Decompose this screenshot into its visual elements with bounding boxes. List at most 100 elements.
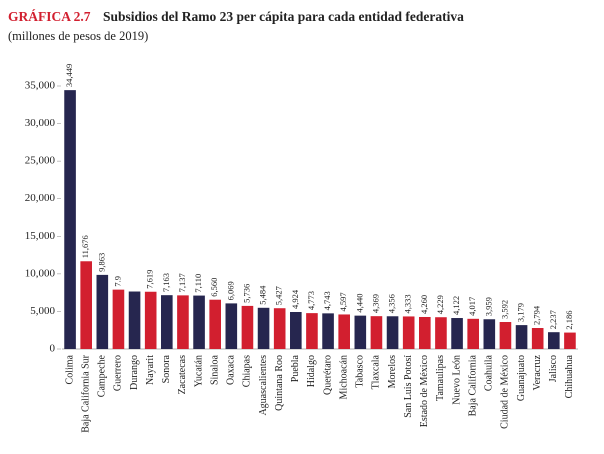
x-tick-label: San Luis Potosí (403, 355, 414, 418)
x-tick-label: Estado de México (419, 355, 430, 427)
bar (370, 316, 383, 349)
x-tick-label: Baja California Sur (80, 354, 91, 432)
x-tick-label: Puebla (290, 354, 301, 382)
value-label: 11,676 (80, 235, 90, 258)
bar (419, 316, 431, 349)
y-tick-label: 5,000 (30, 305, 55, 317)
value-label: 4,356 (387, 294, 397, 313)
bar (338, 314, 350, 349)
bar (241, 305, 254, 349)
x-tick-label: Tabasco (355, 355, 366, 388)
x-tick-label: Colima (64, 354, 75, 384)
y-tick-label: 30,000 (25, 117, 56, 129)
x-tick-label: Querétaro (322, 355, 333, 395)
value-label: 4,122 (451, 296, 461, 315)
x-tick-label: Sinaloa (209, 354, 220, 385)
x-tick-label: Baja California (467, 354, 478, 416)
value-label: 4,924 (290, 289, 300, 309)
bar (112, 289, 125, 349)
x-tick-label: Morelos (387, 355, 398, 388)
x-tick-label: Zacatecas (177, 355, 188, 395)
x-tick-label: Quintana Roo (274, 355, 285, 411)
bar (322, 313, 334, 349)
value-label: 4,229 (435, 295, 445, 314)
bar (144, 291, 157, 349)
value-label: 5,427 (274, 286, 284, 305)
bar (483, 319, 496, 349)
bar (386, 316, 399, 349)
bar (177, 295, 189, 349)
y-tick-label: 35,000 (25, 80, 56, 92)
x-tick-label: Oaxaca (226, 354, 237, 385)
value-label: 4,773 (306, 291, 316, 310)
y-tick-label: 0 (50, 343, 56, 355)
x-tick-label: Chiapas (242, 355, 253, 387)
x-tick-label: Durango (129, 355, 140, 390)
bar (128, 291, 141, 349)
x-tick-label: Veracruz (532, 354, 543, 390)
x-tick-label: Ciudad de México (500, 355, 511, 429)
x-tick-label: Hidalgo (306, 355, 317, 387)
bar (257, 307, 270, 349)
value-label: 2,186 (564, 310, 574, 329)
bar (193, 295, 205, 349)
bar (499, 322, 512, 349)
value-label: 7.9 (112, 276, 122, 287)
x-tick-label: Campeche (97, 354, 108, 397)
value-label: 4,440 (354, 294, 364, 313)
value-label: 2,237 (548, 310, 558, 329)
y-tick-label: 25,000 (25, 155, 56, 167)
bar (209, 299, 221, 349)
value-label: 7,163 (161, 273, 171, 292)
value-label: 4,369 (370, 294, 380, 313)
value-label: 4,597 (338, 292, 348, 311)
value-label: 7,137 (177, 273, 187, 292)
y-tick-label: 15,000 (25, 230, 56, 242)
x-tick-label: Yucatán (193, 355, 204, 387)
bar (290, 311, 302, 349)
x-tick-label: Nuevo León (451, 355, 462, 405)
value-label: 5,484 (258, 285, 268, 305)
value-label: 4,743 (322, 291, 332, 310)
bar (64, 90, 76, 349)
bar (96, 274, 109, 349)
x-tick-label: Coahuila (484, 354, 495, 391)
chart-title: Subsidios del Ramo 23 per cápita para ca… (103, 9, 464, 24)
value-label: 5,736 (241, 284, 251, 303)
value-label: 3,179 (516, 303, 526, 322)
x-tick-label: Guerrero (113, 355, 124, 391)
chart-subtitle: (millones de pesos de 2019) (8, 29, 148, 43)
bar (80, 261, 92, 349)
x-tick-label: Tlaxcala (371, 354, 382, 389)
bar (306, 313, 318, 349)
x-tick-label: Aguascalientes (258, 355, 269, 416)
value-label: 3,959 (483, 297, 493, 316)
bar (564, 332, 576, 349)
x-tick-label: Jalisco (548, 355, 559, 382)
x-tick-label: Michoacán (338, 355, 349, 399)
bar (225, 303, 238, 349)
x-tick-label: Guanajuato (516, 355, 527, 401)
value-label: 4,260 (419, 295, 429, 314)
value-label: 4,333 (403, 294, 413, 313)
bar (467, 318, 479, 349)
value-label: 6,069 (225, 281, 235, 300)
x-tick-label: Nayarit (145, 355, 156, 385)
bar (531, 328, 544, 349)
x-tick-label: Sonora (161, 354, 172, 383)
value-label: 6,560 (209, 278, 219, 297)
x-tick-label: Chihuahua (564, 354, 575, 398)
x-tick-label: Tamaulipas (435, 355, 446, 401)
value-label: 9,863 (96, 253, 106, 272)
bar (548, 332, 560, 349)
y-tick-label: 20,000 (25, 192, 56, 204)
bar (354, 315, 367, 349)
bar (161, 295, 173, 349)
value-label: 34,449 (64, 64, 74, 87)
bar (273, 308, 286, 349)
bar (515, 325, 528, 349)
value-label: 3,592 (499, 300, 509, 319)
bar (435, 317, 447, 349)
bar (451, 318, 463, 349)
bar (402, 316, 415, 349)
